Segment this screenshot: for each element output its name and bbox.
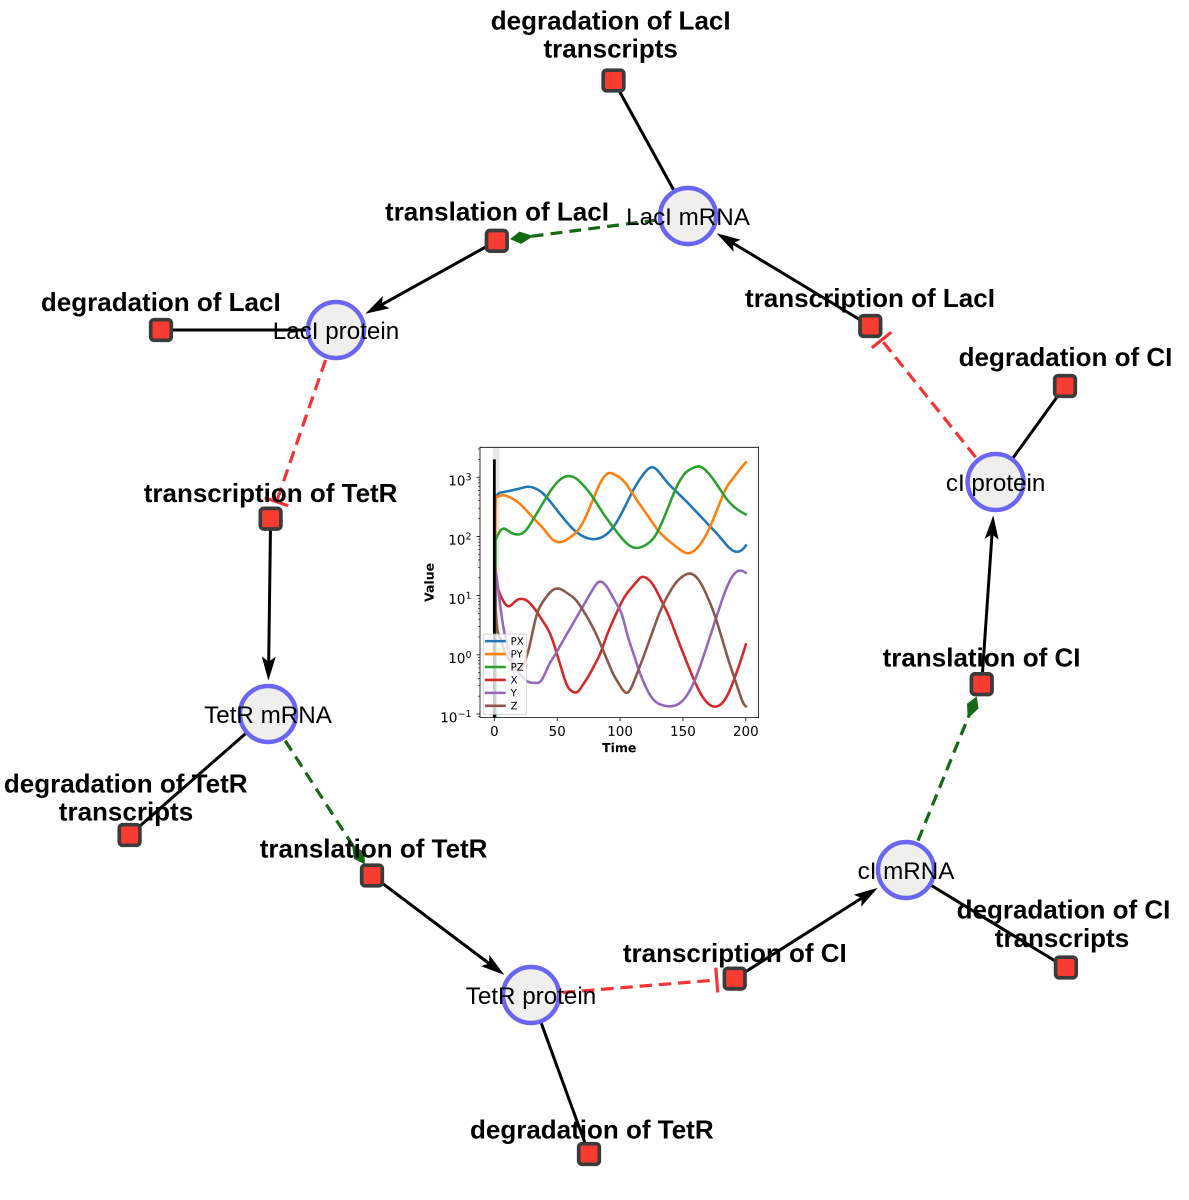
svg-text:LacI mRNA: LacI mRNA bbox=[626, 204, 751, 231]
svg-text:transcripts: transcripts bbox=[59, 796, 193, 826]
svg-text:translation of TetR: translation of TetR bbox=[260, 834, 488, 864]
svg-text:degradation of LacI: degradation of LacI bbox=[41, 287, 281, 317]
svg-text:translation of LacI: translation of LacI bbox=[385, 197, 609, 227]
svg-text:transcription of CI: transcription of CI bbox=[623, 938, 847, 968]
svg-text:LacI protein: LacI protein bbox=[273, 318, 399, 345]
svg-text:degradation of TetR: degradation of TetR bbox=[470, 1115, 714, 1145]
svg-text:transcription of LacI: transcription of LacI bbox=[745, 283, 995, 313]
svg-text:transcripts: transcripts bbox=[995, 923, 1129, 953]
svg-text:cI protein: cI protein bbox=[946, 470, 1046, 497]
svg-text:degradation of CI: degradation of CI bbox=[957, 895, 1171, 925]
svg-text:TetR protein: TetR protein bbox=[466, 983, 596, 1010]
svg-text:transcription of TetR: transcription of TetR bbox=[144, 478, 398, 508]
svg-text:degradation of TetR: degradation of TetR bbox=[4, 768, 248, 798]
svg-text:cI mRNA: cI mRNA bbox=[858, 858, 956, 885]
svg-text:degradation of LacI: degradation of LacI bbox=[491, 5, 731, 35]
svg-text:degradation of CI: degradation of CI bbox=[959, 342, 1173, 372]
svg-text:transcripts: transcripts bbox=[544, 34, 678, 64]
svg-text:translation of CI: translation of CI bbox=[883, 643, 1081, 673]
svg-text:TetR mRNA: TetR mRNA bbox=[204, 702, 333, 729]
